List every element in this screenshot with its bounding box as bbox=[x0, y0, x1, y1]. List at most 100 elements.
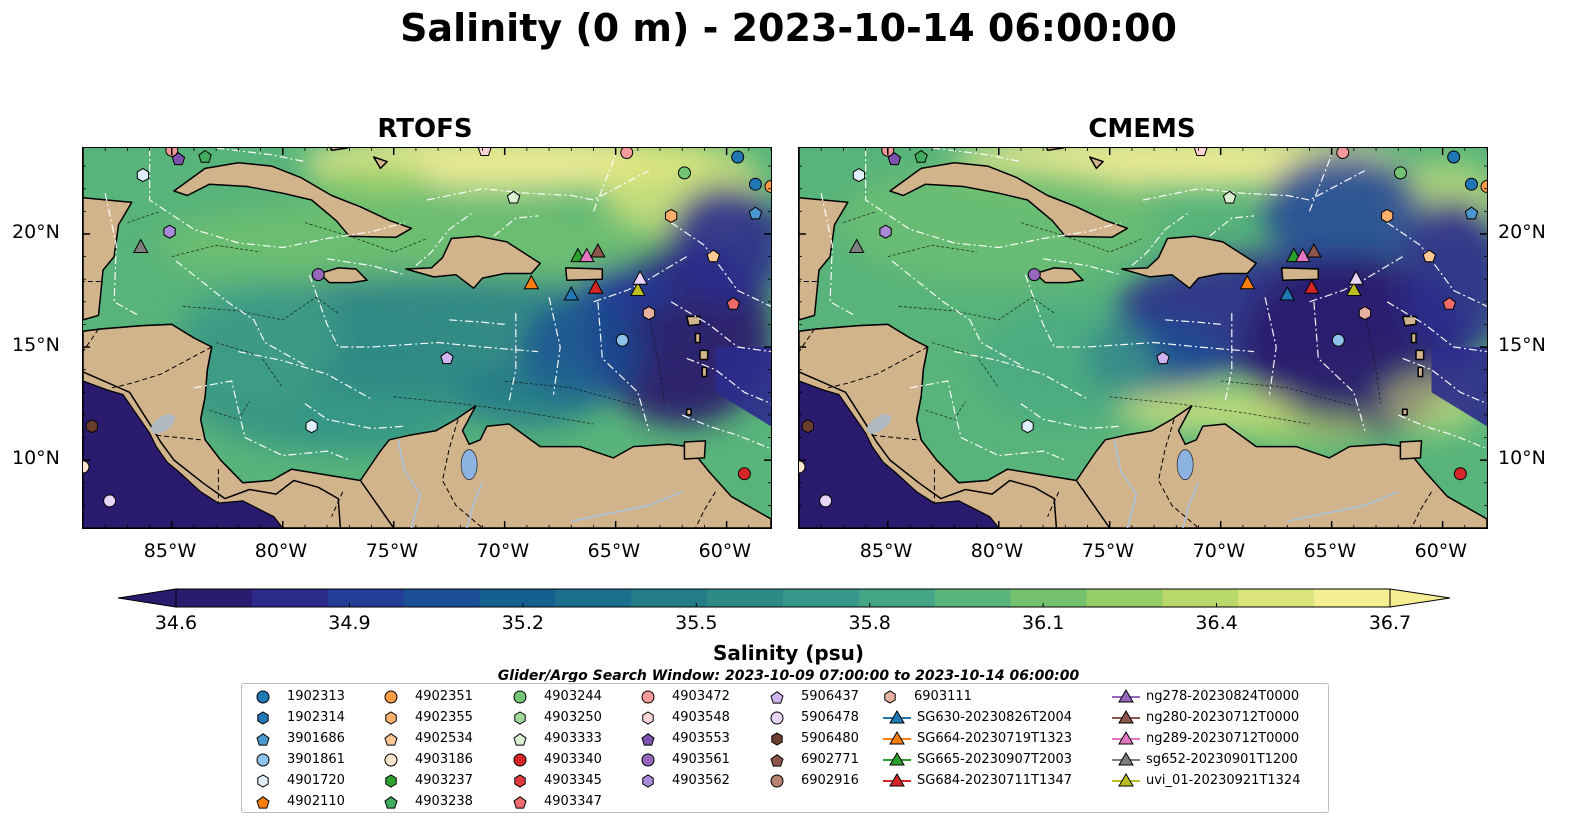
float-marker bbox=[677, 166, 691, 180]
legend-label: SG664-20230719T1323 bbox=[917, 731, 1073, 746]
lat-tick-label: 10°N bbox=[12, 447, 60, 470]
legend-marker-icon bbox=[513, 732, 527, 746]
legend-label: 4903472 bbox=[672, 689, 730, 704]
lesser-antilles-land bbox=[1415, 349, 1425, 361]
figure-title: Salinity (0 m) - 2023-10-14 06:00:00 bbox=[400, 6, 1177, 50]
salinity-patch bbox=[1398, 199, 1487, 360]
float-marker bbox=[477, 148, 492, 156]
float-marker bbox=[440, 351, 454, 365]
colorbar-segment bbox=[1314, 589, 1391, 607]
lesser-antilles-land bbox=[685, 408, 692, 416]
eez-boundary bbox=[548, 297, 561, 395]
legend-entry: 4903340 bbox=[513, 749, 602, 770]
legend-marker-icon bbox=[513, 795, 527, 809]
legend-marker-icon bbox=[641, 732, 655, 746]
legend-label: 6903111 bbox=[914, 689, 972, 704]
legend-label: 4903561 bbox=[672, 752, 730, 767]
float-marker bbox=[1464, 177, 1478, 191]
country-border bbox=[1157, 419, 1199, 528]
eez-boundary bbox=[1131, 213, 1188, 267]
float-marker bbox=[731, 150, 745, 164]
colorbar-segment bbox=[1086, 589, 1163, 607]
lesser-antilles-land bbox=[1401, 408, 1408, 416]
eez-boundary bbox=[1309, 256, 1404, 303]
lon-tick-label: 85°W bbox=[143, 540, 197, 562]
float-marker bbox=[305, 419, 318, 434]
legend-label: SG630-20230826T2004 bbox=[917, 710, 1073, 725]
legend-entry: 4902355 bbox=[384, 707, 473, 728]
float-marker bbox=[132, 238, 149, 254]
river bbox=[466, 482, 484, 528]
float-marker bbox=[523, 274, 540, 290]
float-marker bbox=[136, 168, 150, 183]
legend-label: SG684-20230711T1347 bbox=[917, 773, 1073, 788]
legend-label: 6902916 bbox=[801, 773, 859, 788]
legend-entry: sg652-20230901T1200 bbox=[1112, 749, 1298, 770]
legend-marker-icon bbox=[385, 710, 397, 725]
legend-label: 5906478 bbox=[801, 710, 859, 725]
salinity-patch bbox=[1262, 151, 1423, 272]
hispaniola-land bbox=[405, 235, 541, 289]
float-marker bbox=[748, 206, 763, 220]
eez-boundary bbox=[1043, 258, 1121, 276]
legend-marker-icon bbox=[1112, 688, 1140, 702]
river bbox=[1287, 491, 1399, 522]
bathymetry-contour bbox=[887, 244, 977, 257]
legend-marker-icon bbox=[385, 773, 397, 788]
legend-entry: ng278-20230824T0000 bbox=[1112, 686, 1299, 707]
bathymetry-contour bbox=[182, 296, 339, 321]
legend-marker-icon bbox=[883, 730, 911, 744]
legend-entry: 6903111 bbox=[883, 686, 972, 707]
float-marker bbox=[1331, 333, 1345, 347]
lesser-antilles-land bbox=[701, 366, 708, 378]
legend-entry: 3901686 bbox=[256, 728, 345, 749]
lat-tick-label: 15°N bbox=[12, 334, 60, 357]
yucatan-land bbox=[799, 148, 849, 321]
colorbar-segment bbox=[1238, 589, 1315, 607]
float-marker bbox=[1193, 148, 1208, 156]
lon-tick-label: 85°W bbox=[859, 540, 913, 562]
lake-maracaibo bbox=[1176, 449, 1194, 481]
legend-entry: 1902313 bbox=[256, 686, 345, 707]
legend-marker-icon bbox=[884, 689, 896, 704]
lon-tick-label: 60°W bbox=[698, 540, 752, 562]
colorbar-tick-label: 35.2 bbox=[501, 612, 544, 634]
legend-label: 4903553 bbox=[672, 731, 730, 746]
float-marker bbox=[1027, 268, 1041, 282]
panel-title-rtofs: RTOFS bbox=[377, 114, 473, 144]
lake-maracaibo bbox=[460, 449, 478, 481]
float-marker bbox=[1422, 249, 1437, 263]
colorbar-segment bbox=[403, 589, 481, 607]
map-canvas-rtofs bbox=[83, 148, 771, 528]
legend-label: 4902110 bbox=[287, 794, 345, 809]
country-border bbox=[1411, 491, 1432, 528]
legend-marker-icon bbox=[1112, 730, 1140, 744]
float-marker bbox=[726, 296, 741, 310]
lon-tick-label: 80°W bbox=[254, 540, 308, 562]
colorbar-segment bbox=[1010, 589, 1088, 607]
colorbar-segment bbox=[707, 589, 784, 607]
legend-marker-icon bbox=[514, 773, 526, 788]
legend-entry: 6902771 bbox=[770, 749, 859, 770]
float-marker bbox=[914, 149, 928, 163]
legend-label: ng289-20230712T0000 bbox=[1146, 731, 1300, 746]
legend-entry: 4903186 bbox=[384, 749, 473, 770]
legend-label: 4902355 bbox=[415, 710, 473, 725]
float-marker bbox=[1306, 242, 1322, 258]
colorbar-segment bbox=[858, 589, 936, 607]
float-marker bbox=[506, 190, 521, 204]
float-marker bbox=[1239, 274, 1256, 290]
legend-entry: SG665-20230907T2003 bbox=[883, 749, 1072, 770]
float-marker bbox=[615, 333, 629, 347]
bathymetry-contour bbox=[1020, 222, 1144, 253]
cuba-land bbox=[173, 161, 413, 239]
legend-label: 4903562 bbox=[672, 773, 730, 788]
river bbox=[1113, 439, 1138, 528]
river bbox=[571, 491, 683, 522]
legend-label: 4903250 bbox=[544, 710, 602, 725]
eez-boundary bbox=[909, 380, 1066, 461]
puerto-rico-land bbox=[1280, 267, 1320, 282]
legend-marker-icon bbox=[384, 732, 398, 746]
legend-marker-icon bbox=[513, 753, 527, 766]
salinity-patch bbox=[666, 185, 771, 306]
